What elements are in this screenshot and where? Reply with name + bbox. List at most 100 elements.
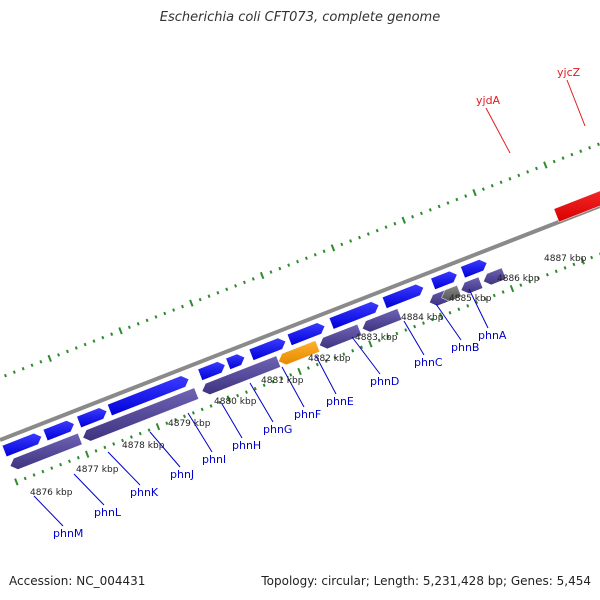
forward-gene [42, 420, 75, 442]
scale-tick [535, 166, 538, 171]
leader-line [221, 403, 243, 439]
scale-tick [386, 335, 390, 339]
scale-tick [519, 283, 523, 287]
map-title: Escherichia coli CFT073, complete genome [159, 10, 441, 25]
scale-tick [253, 386, 257, 391]
scale-tick [218, 400, 222, 405]
scale-tick [23, 476, 27, 481]
scale-tick [121, 438, 125, 443]
leader-line [187, 412, 213, 453]
leader-line [566, 79, 586, 127]
scale-tick [315, 362, 319, 367]
scale-label: 4878 kbp [122, 441, 165, 451]
scale-tick [588, 145, 592, 150]
scale-tick [395, 331, 399, 336]
scale-tick [103, 445, 107, 450]
scale-tick [234, 284, 238, 288]
scale-ticks [3, 142, 600, 486]
scale-tick [207, 294, 211, 298]
scale-tick [198, 297, 202, 302]
scale-labels: 4876 kbp 4877 kbp 4878 kbp 4879 kbp 4880 kbp… [30, 254, 587, 498]
scale-tick [570, 152, 574, 157]
scale-tick [118, 327, 123, 335]
scale-tick [296, 259, 300, 264]
gene-label: phnK [130, 486, 159, 499]
scale-tick [3, 373, 7, 378]
scale-tick [154, 315, 158, 319]
leader-line [107, 451, 141, 486]
scale-label: 4886 kbp [497, 274, 540, 284]
scale-tick [304, 256, 308, 260]
scale-tick [528, 279, 532, 284]
scale-tick [472, 188, 477, 197]
scale-tick [41, 469, 45, 474]
scale-tick [14, 478, 19, 486]
scale-tick [181, 304, 184, 309]
scale-tick [563, 266, 567, 270]
scale-tick [430, 317, 434, 322]
scale-tick [313, 253, 317, 257]
leader-line [435, 303, 462, 341]
gene-track [1, 190, 600, 470]
reverse-gene [319, 323, 363, 350]
scale-tick [59, 462, 63, 467]
scale-tick [411, 215, 415, 219]
leader-line [315, 355, 337, 395]
scale-tick [324, 359, 328, 363]
scale-tick [446, 201, 450, 205]
scale-tick [330, 244, 336, 252]
scale-tick [278, 266, 282, 271]
scale-tick [448, 310, 452, 315]
scale-tick [236, 393, 240, 398]
scale-tick [483, 297, 487, 301]
gene-label: phnF [294, 408, 321, 421]
gene-label: phnE [326, 395, 354, 408]
scale-tick [368, 340, 373, 348]
scale-tick [457, 307, 461, 312]
scale-tick [572, 262, 576, 267]
scale-tick [419, 211, 423, 216]
scale-tick [413, 324, 417, 329]
reverse-gene [483, 267, 507, 286]
gene-label: yjdA [476, 94, 501, 107]
scale-tick [21, 366, 25, 371]
scale-tick [209, 404, 213, 408]
gene-label: phnG [263, 423, 292, 436]
scale-tick [76, 455, 80, 460]
scale-tick [262, 383, 266, 388]
scale-tick [466, 304, 470, 308]
scale-label: 4884 kbp [401, 313, 444, 323]
scale-tick [83, 342, 87, 347]
scale-tick [349, 239, 353, 243]
scale-tick [490, 183, 494, 188]
gene-label: yjcZ [557, 66, 581, 79]
scale-tick [200, 407, 204, 412]
scale-tick [401, 216, 406, 224]
forward-gene [76, 407, 108, 429]
scale-label: 4880 kbp [214, 397, 257, 407]
leader-line [468, 288, 489, 329]
scale-tick [377, 338, 381, 343]
scale-tick [39, 360, 43, 364]
scale-tick [12, 370, 16, 374]
scale-tick [155, 423, 161, 431]
gene-label: phnJ [170, 468, 194, 481]
scale-tick [561, 156, 565, 160]
scale-tick [508, 177, 512, 181]
scale-tick [342, 352, 346, 356]
forward-gene [197, 361, 226, 381]
highlight-gene [278, 340, 321, 366]
scale-tick [333, 355, 337, 360]
scale-tick [191, 411, 195, 415]
leader-line [485, 107, 511, 154]
scale-tick [545, 273, 549, 277]
forward-gene [107, 375, 190, 417]
scale-tick [499, 180, 503, 185]
scale-tick [127, 325, 131, 330]
scale-tick [554, 269, 558, 274]
reverse-gene [9, 432, 83, 470]
scale-tick [289, 373, 293, 377]
scale-tick [183, 414, 186, 419]
